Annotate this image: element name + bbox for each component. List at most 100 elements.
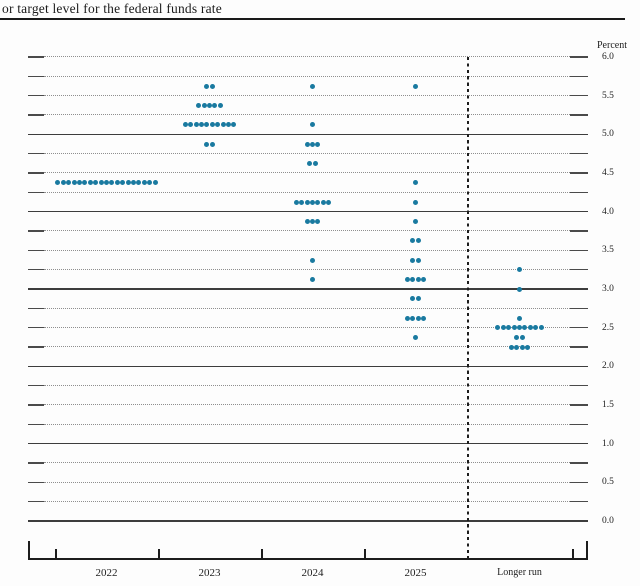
gridline-right-tick [570, 481, 588, 483]
x-category-label: 2023 [198, 567, 221, 579]
projection-dot [60, 180, 66, 186]
minor-gridline [44, 462, 570, 464]
projection-dot [131, 180, 136, 186]
minor-gridline [44, 423, 570, 425]
minor-gridline [44, 385, 570, 387]
gridline-left-tick [28, 501, 44, 503]
y-tick-label: 0.5 [602, 477, 614, 488]
projection-dot [136, 180, 142, 186]
y-tick-label: 4.0 [602, 206, 614, 217]
gridline-right-tick [570, 269, 588, 271]
projection-dot [310, 276, 315, 282]
longer-run-divider [467, 57, 469, 558]
x-category-label: 2024 [301, 567, 324, 579]
x-axis-tick [572, 549, 574, 558]
gridline-right-tick [570, 95, 588, 97]
major-gridline [28, 520, 588, 522]
projection-dot [538, 325, 544, 331]
projection-dot [196, 102, 202, 108]
minor-gridline [44, 153, 570, 155]
gridline-left-tick [28, 153, 44, 155]
projection-dot [404, 315, 410, 321]
projection-dot [55, 180, 61, 186]
projection-dot [212, 102, 218, 108]
projection-dot [188, 122, 194, 128]
projection-dot [201, 102, 207, 108]
gridline-right-tick [570, 501, 588, 503]
projection-dot [533, 325, 539, 331]
gridline-left-tick [28, 327, 44, 329]
projection-dot [66, 180, 72, 186]
gridline-right-tick [570, 191, 588, 193]
minor-gridline [44, 249, 570, 251]
projection-dot [217, 102, 223, 108]
minor-gridline [44, 191, 570, 193]
projection-dot [410, 238, 416, 244]
y-tick-label: 5.0 [602, 129, 614, 140]
projection-dot [312, 160, 318, 166]
x-axis-end-tick [586, 541, 588, 558]
minor-gridline [44, 114, 570, 116]
gridline-right-tick [570, 385, 588, 387]
projection-dot [220, 122, 226, 128]
projection-dot [415, 257, 421, 263]
gridline-right-tick [570, 114, 588, 116]
projection-dot [209, 141, 215, 147]
projection-dot [527, 325, 533, 331]
projection-dot [310, 257, 315, 263]
projection-dot [120, 180, 126, 186]
projection-dot [421, 315, 427, 321]
projection-dot [519, 334, 525, 340]
x-axis-baseline [28, 558, 588, 560]
minor-gridline [44, 172, 570, 174]
projection-dot [182, 122, 188, 128]
gridline-right-tick [570, 404, 588, 406]
y-axis-unit-label: Percent [597, 40, 627, 51]
projection-dot [147, 180, 153, 186]
projection-dot [517, 286, 522, 292]
projection-dot [310, 141, 315, 147]
gridline-right-tick [570, 56, 588, 58]
projection-dot [152, 180, 158, 186]
projection-dot [310, 199, 315, 205]
projection-dot [209, 83, 215, 89]
minor-gridline [44, 404, 570, 406]
gridline-right-tick [570, 462, 588, 464]
projection-dot [198, 122, 204, 128]
gridline-right-tick [570, 249, 588, 251]
projection-dot [209, 122, 215, 128]
gridline-left-tick [28, 423, 44, 425]
projection-dot [315, 141, 321, 147]
projection-dot [522, 325, 528, 331]
projection-dot [413, 83, 418, 89]
gridline-left-tick [28, 462, 44, 464]
projection-dot [404, 276, 410, 282]
minor-gridline [44, 501, 570, 503]
projection-dot [413, 334, 418, 340]
major-gridline [28, 442, 588, 445]
y-tick-label: 5.5 [602, 90, 614, 101]
projection-dot [307, 160, 313, 166]
gridline-left-tick [28, 56, 44, 58]
gridline-left-tick [28, 481, 44, 483]
projection-dot [125, 180, 131, 186]
projection-dot [410, 257, 416, 263]
projection-dot [410, 276, 416, 282]
gridline-left-tick [28, 249, 44, 251]
x-axis-tick [261, 549, 263, 558]
minor-gridline [44, 327, 570, 329]
gridline-left-tick [28, 191, 44, 193]
projection-dot [315, 218, 321, 224]
projection-dot [506, 325, 512, 331]
y-tick-label: 1.0 [602, 438, 614, 449]
projection-dot [410, 296, 416, 302]
gridline-left-tick [28, 75, 44, 77]
title-rule [0, 18, 625, 21]
gridline-left-tick [28, 385, 44, 387]
projection-dot [304, 218, 310, 224]
projection-dot [415, 296, 421, 302]
y-tick-label: 6.0 [602, 52, 614, 62]
y-tick-label: 4.5 [602, 168, 614, 178]
